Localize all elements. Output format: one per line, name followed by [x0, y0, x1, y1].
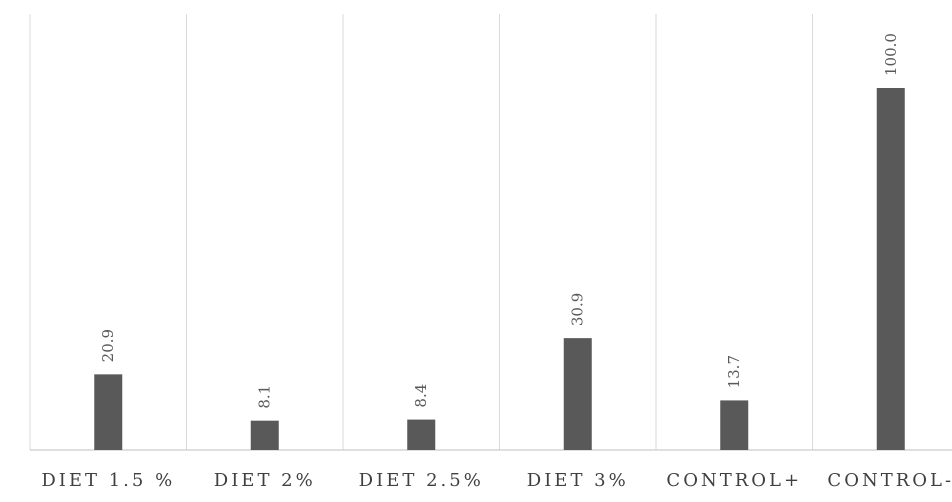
- bar-1: [94, 374, 123, 450]
- x-tick-labels-group: DIET 1.5 % DIET 2% DIET 2.5% DIET 3% CONTROL…: [41, 470, 952, 491]
- bar-6: [876, 88, 905, 450]
- value-labels-group: 20.9 8.1 8.4 30.9 13.7 100.0: [99, 33, 900, 409]
- x-tick-label-5: CONTROL+: [666, 470, 802, 491]
- value-label-3: 8.4: [412, 384, 430, 408]
- value-label-5: 13.7: [725, 355, 743, 388]
- bar-3: [407, 419, 436, 450]
- value-label-2: 8.1: [256, 385, 274, 409]
- x-tick-label-1: DIET 1.5 %: [41, 470, 175, 491]
- bar-2: [250, 420, 279, 450]
- value-label-1: 20.9: [99, 329, 117, 362]
- bars-group: [94, 88, 905, 450]
- x-tick-label-2: DIET 2%: [214, 470, 316, 491]
- x-tick-label-4: DIET 3%: [527, 470, 629, 491]
- x-tick-label-6: CONTROL-: [827, 470, 952, 491]
- grid-lines: [29, 14, 813, 450]
- value-label-6: 100.0: [882, 33, 900, 76]
- bar-5: [720, 400, 749, 450]
- bar-4: [563, 338, 592, 450]
- x-tick-label-3: DIET 2.5%: [359, 470, 484, 491]
- value-label-4: 30.9: [569, 293, 587, 326]
